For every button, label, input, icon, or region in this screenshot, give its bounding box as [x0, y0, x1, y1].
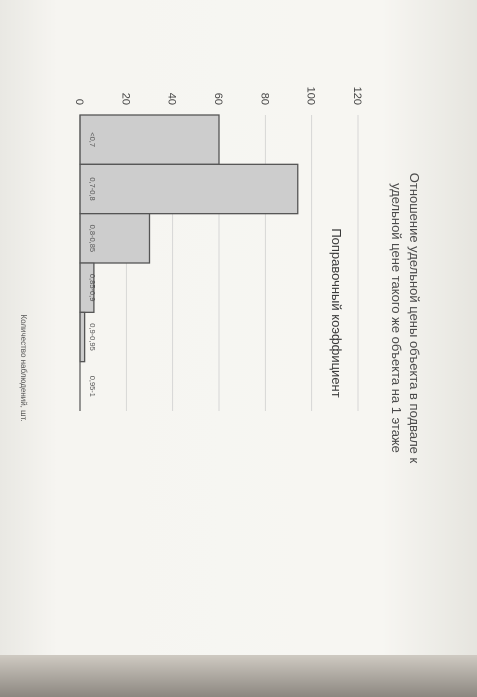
x-tick-label: <0,7 [88, 132, 97, 147]
x-tick-labels: <0,7 0,7-0,8 0,8-0,85 0,85-0,9 0,9-0,95 0,95-… [88, 132, 97, 397]
x-tick-label: 0,95-1 [88, 376, 97, 397]
chart-title-line-1: Отношение удельной цены объекта в подвал… [407, 173, 422, 464]
y-tick-label: 80 [258, 93, 270, 105]
bar [79, 114, 220, 165]
x-tick-label: 0,85-0,9 [88, 274, 97, 302]
y-tick-label: 120 [351, 87, 363, 105]
y-tick-label: 20 [119, 93, 131, 105]
x-tick-label: 0,9-0,95 [88, 323, 97, 351]
y-tick-label: 60 [212, 93, 224, 105]
x-tick-label: 0,8-0,85 [88, 225, 97, 253]
x-axis-label: Поправочный коэффициент [329, 228, 344, 397]
bar [79, 311, 86, 363]
y-tick-label: 40 [166, 93, 178, 105]
chart-title-line-2: удельной цене такого же объекта на 1 эта… [389, 183, 404, 453]
bars [79, 114, 299, 363]
y-tick-label: 0 [73, 99, 85, 105]
bar [79, 163, 299, 215]
x-tick-label: 0,7-0,8 [88, 177, 97, 200]
y-axis-label: Количество наблюдений, шт. [19, 314, 28, 421]
y-tick-labels: 0 20 40 60 80 100 120 [73, 87, 363, 105]
photo-shadow-strip [0, 655, 477, 697]
y-tick-label: 100 [305, 87, 317, 105]
